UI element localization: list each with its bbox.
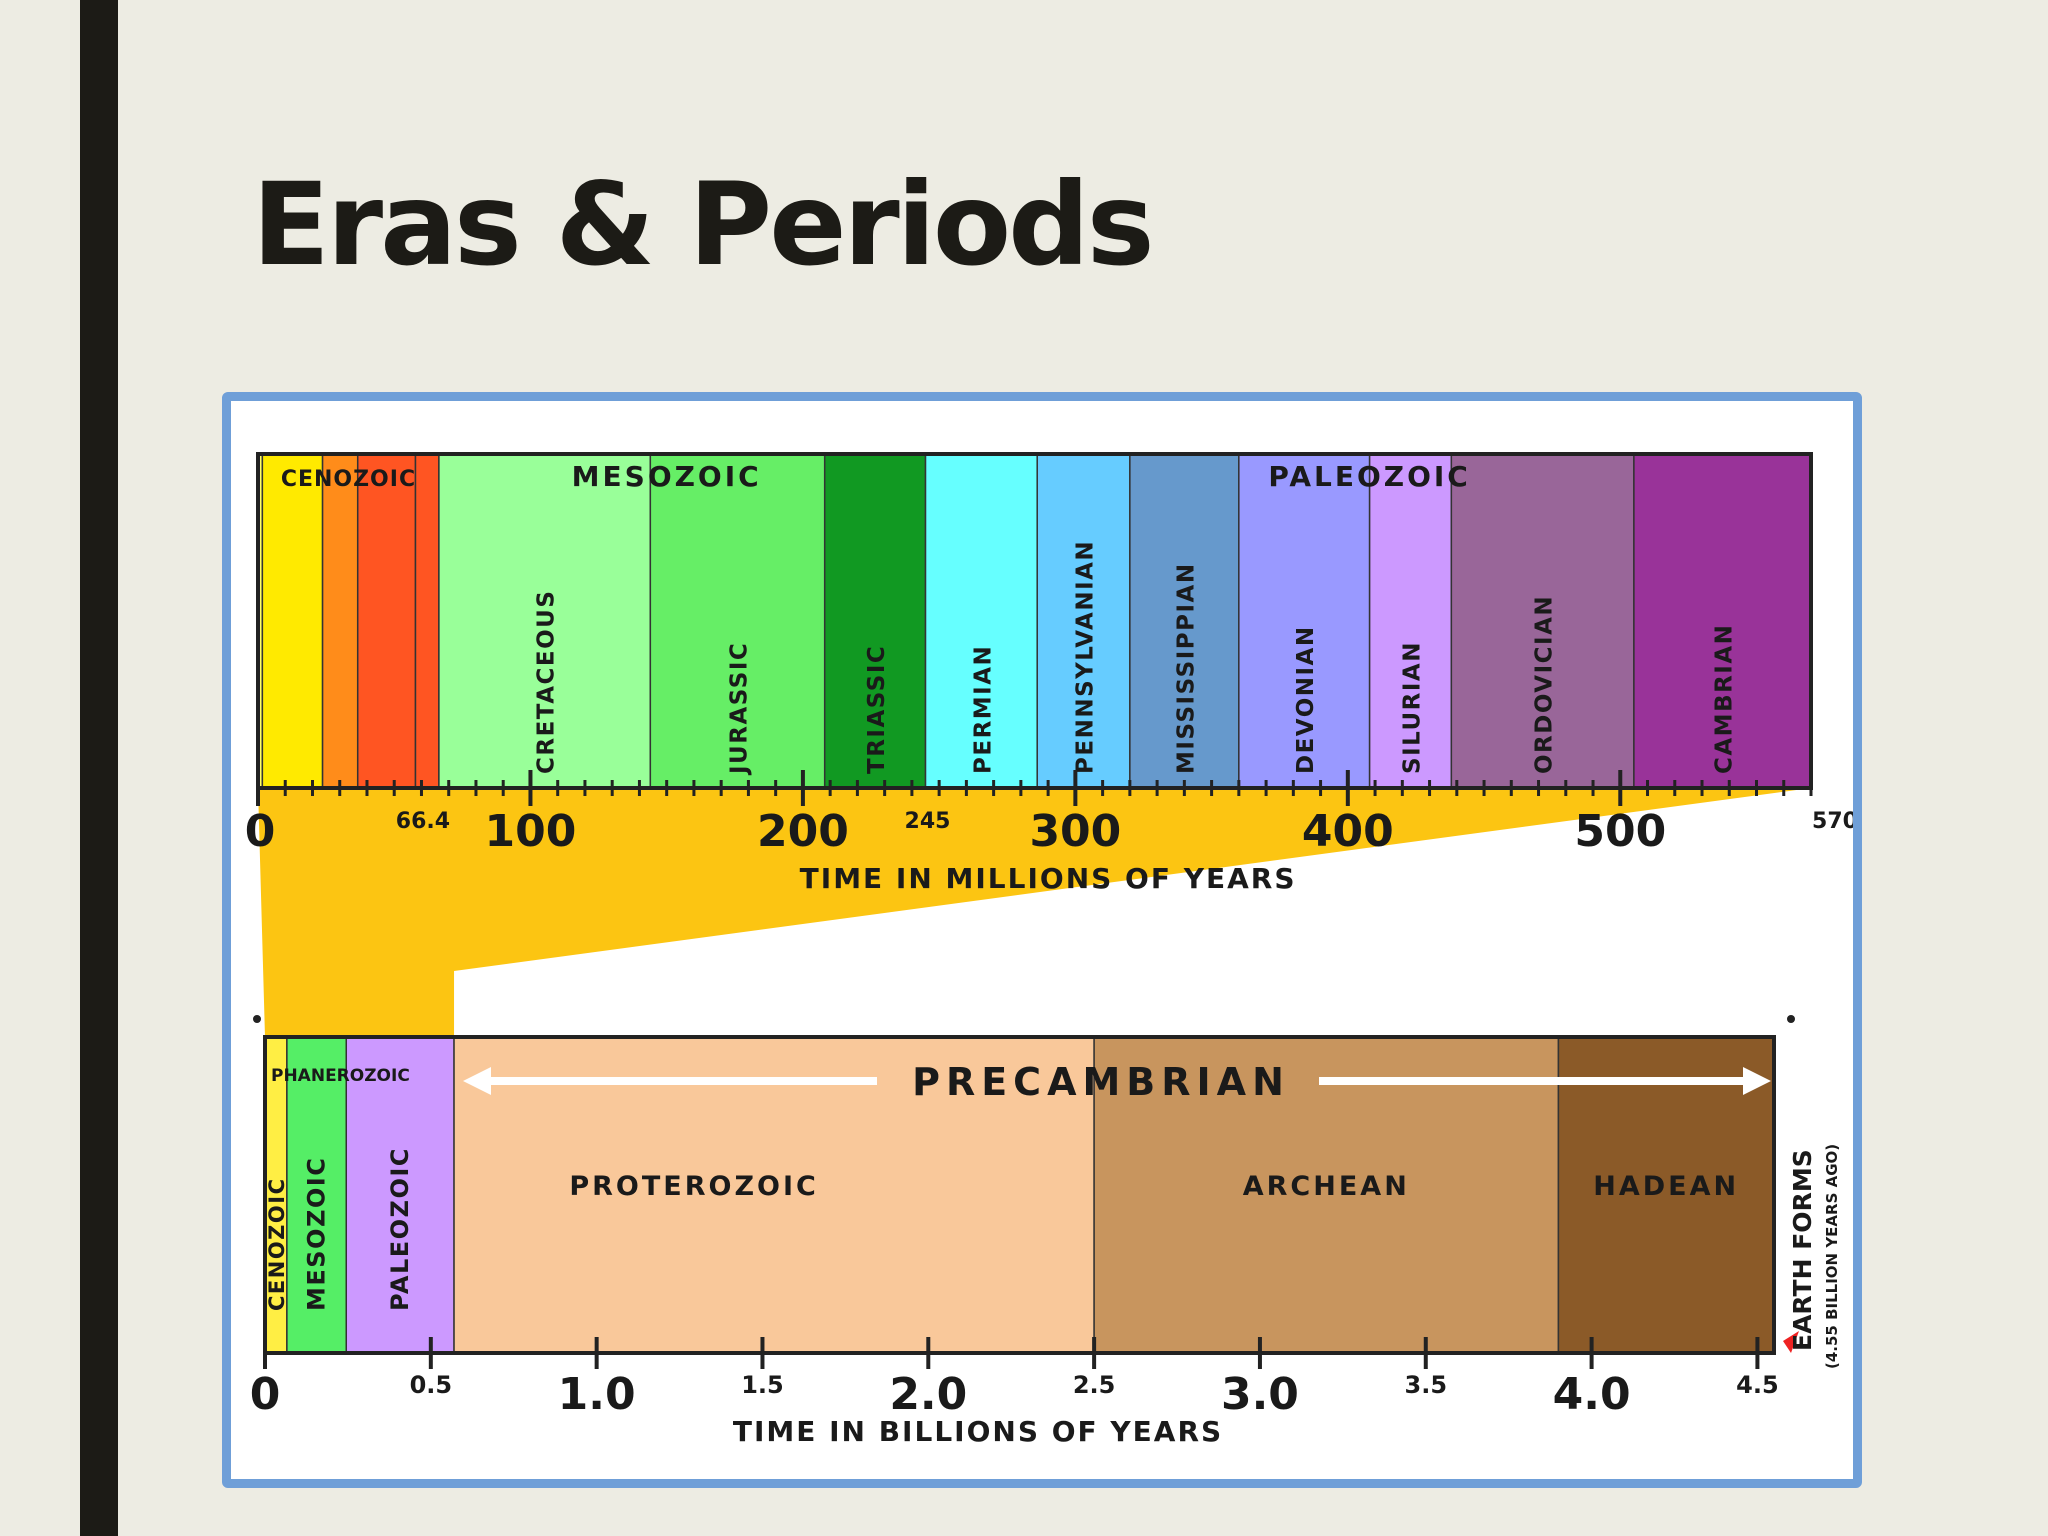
era-labels: CENOZOIC MESOZOIC PALEOZOIC [281,460,1470,493]
billions-tick-label: 2.0 [889,1369,967,1420]
era-label: CENOZOIC [281,467,416,492]
era-label: PALEOZOIC [1268,460,1470,493]
billions-tick-label: 4.0 [1553,1369,1631,1420]
millions-tick-label-small: 570 [1812,809,1853,834]
millions-tick-label-small: 245 [905,809,951,834]
period-band [1129,453,1240,789]
millions-tick-label: 200 [757,806,849,857]
period-band [321,453,359,789]
earth-forms-label: EARTH FORMS [1788,1149,1817,1351]
billions-tick-label-small: 1.5 [741,1371,784,1399]
period-band [261,453,324,789]
slide-title: Eras & Periods [252,158,1155,291]
period-band [356,453,417,789]
eon-label: ARCHEAN [1243,1171,1410,1202]
billions-tick-label-small: 2.5 [1073,1371,1116,1399]
millions-tick-label: 500 [1574,806,1666,857]
period-band [1450,453,1635,789]
billions-axis: 0 1.0 2.0 3.0 4.0 0.5 1.5 2.5 3.5 4.5 [250,1337,1779,1420]
precambrian-arrowhead-right [1743,1067,1771,1095]
funnel-connector [258,788,1811,1037]
precambrian-arrowhead-left [463,1067,491,1095]
timeline-figure: CRETACEOUS JURASSIC TRIASSIC PERMIAN PENNSYL… [222,392,1862,1488]
eon-band [286,1036,348,1354]
eon-label: PROTEROZOIC [569,1171,819,1202]
millions-axis: 0 100 200 300 400 500 66.4 245 570 [245,770,1853,857]
billions-tick-label-small: 3.5 [1405,1371,1448,1399]
billions-tick-label: 1.0 [558,1369,636,1420]
period-band [438,453,652,789]
eon-label: HADEAN [1593,1171,1739,1202]
eon-band [1557,1036,1775,1354]
millions-tick-label-small: 66.4 [396,809,450,834]
period-label: MISSISSIPPIAN [1173,562,1199,774]
earth-forms-sublabel: (4.55 BILLION YEARS AGO) [1823,1144,1841,1369]
billions-tick-label-small: 4.5 [1736,1371,1779,1399]
period-label: PERMIAN [970,645,996,774]
billions-axis-label: TIME IN BILLIONS OF YEARS [733,1415,1223,1448]
dot-marker-left [253,1015,261,1023]
period-label: TRIASSIC [864,645,890,774]
eon-label: CENOZOIC [265,1178,289,1312]
period-bands: CRETACEOUS JURASSIC TRIASSIC PERMIAN PENNSYL… [257,453,1812,789]
period-label: CAMBRIAN [1711,624,1737,774]
precambrian-arrows [463,1067,1771,1095]
geologic-timeline-svg: CRETACEOUS JURASSIC TRIASSIC PERMIAN PENNSYL… [245,452,1853,1448]
eon-label: PALEOZOIC [386,1147,414,1311]
eon-bands: CENOZOIC MESOZOIC PALEOZOIC PROTEROZOIC ARCH… [264,1036,1775,1354]
millions-tick-label: 0 [245,806,276,857]
precambrian-label: PRECAMBRIAN [912,1060,1290,1104]
period-label: SILURIAN [1399,641,1425,774]
period-label: DEVONIAN [1293,625,1319,774]
millions-tick-label: 400 [1302,806,1394,857]
millions-axis-label: TIME IN MILLIONS OF YEARS [800,862,1297,895]
millions-tick-label: 100 [485,806,577,857]
phanerozoic-label: PHANEROZOIC [271,1066,410,1086]
dot-marker-right [1787,1015,1795,1023]
period-band [414,453,440,789]
period-band [1238,453,1371,789]
period-label: CRETACEOUS [534,590,560,774]
period-label: JURASSIC [727,642,753,776]
eon-band [453,1036,1095,1354]
era-label: MESOZOIC [572,460,762,493]
eon-label: MESOZOIC [303,1157,331,1311]
period-band [924,453,1038,789]
slide-accent-bar [80,0,118,1536]
period-band [823,453,927,789]
eon-band [1093,1036,1560,1354]
period-label: ORDOVICIAN [1532,595,1558,774]
billions-tick-label-small: 0.5 [410,1371,453,1399]
millions-tick-label: 300 [1029,806,1121,857]
period-label: PENNSYLVANIAN [1073,540,1099,774]
earth-forms-marker [1783,1331,1799,1353]
billions-tick-label: 0 [250,1369,281,1420]
billions-tick-label: 3.0 [1221,1369,1299,1420]
